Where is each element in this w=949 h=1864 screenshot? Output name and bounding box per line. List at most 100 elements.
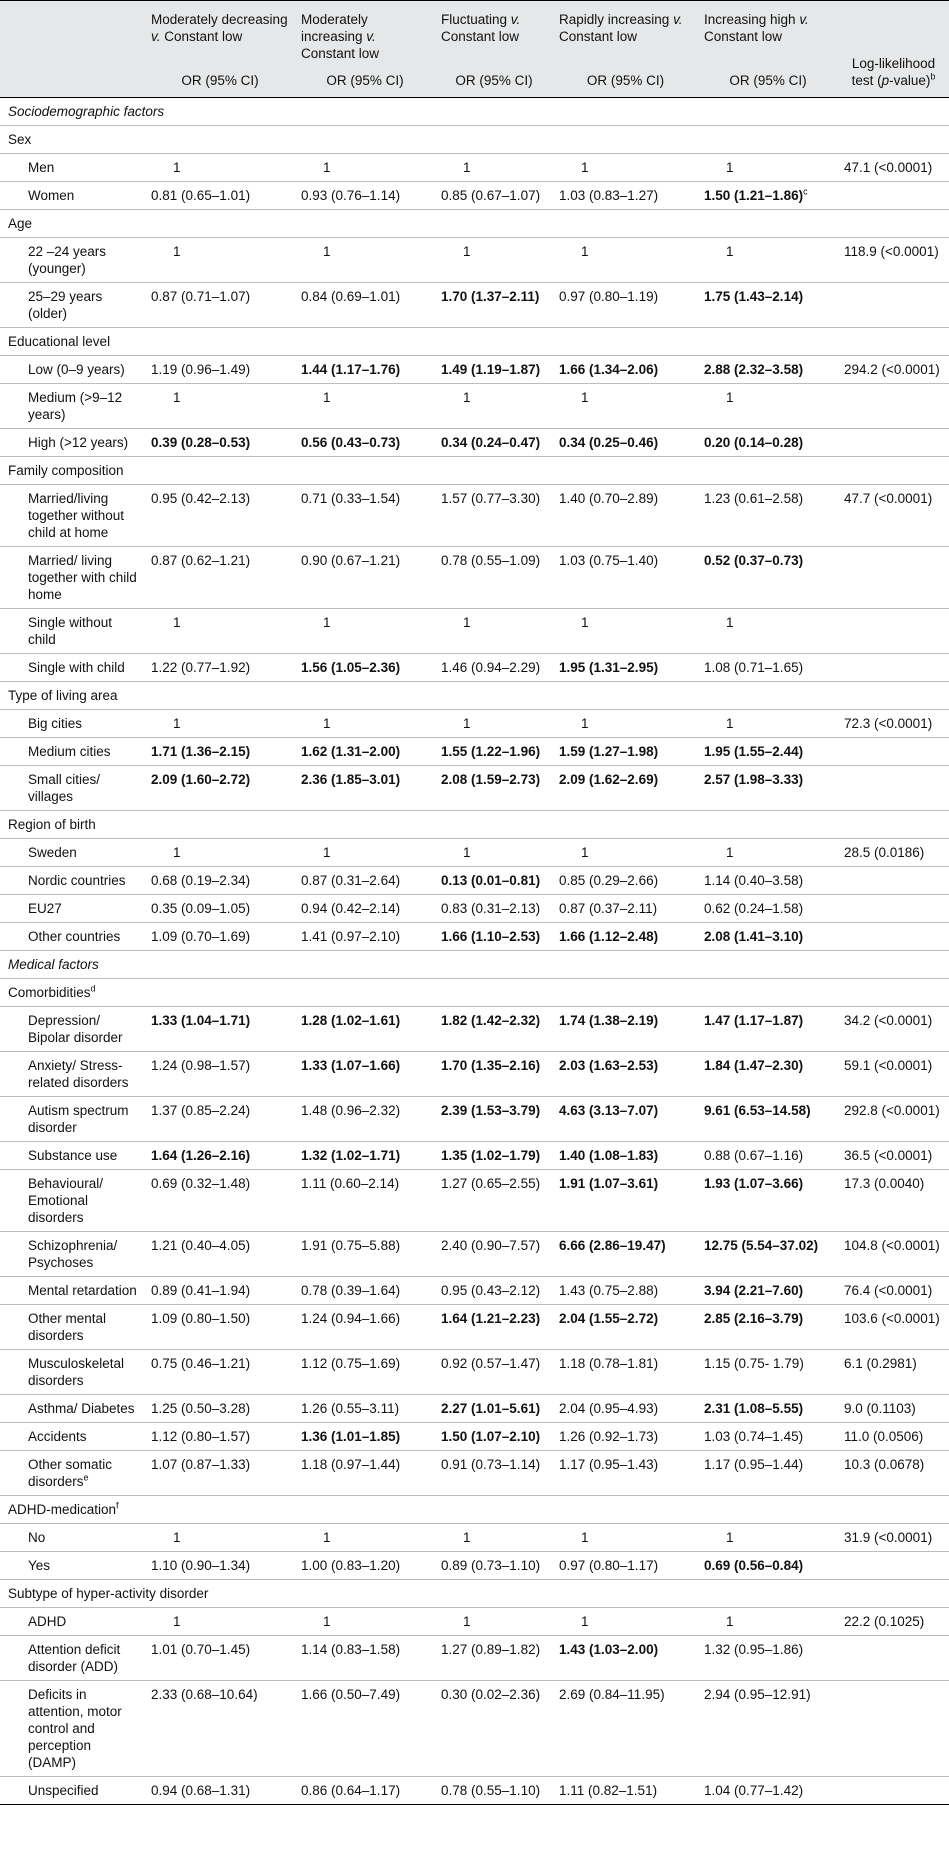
or-cell: 1.14 (0.40–3.58) — [698, 866, 838, 895]
row-label: Deficits in attention, motor control and… — [0, 1680, 145, 1777]
or-value: 1.46 (0.94–2.29) — [441, 660, 541, 675]
table-row: Low (0–9 years) 1.19 (0.96–1.49) 1.44 (1.1… — [0, 355, 949, 384]
or-cell: 0.78 (0.39–1.64) — [295, 1276, 435, 1305]
table-row: Men 1 1 1 1 1 47.1 (<0.0001) — [0, 153, 949, 182]
or-cell: 0.88 (0.67–1.16) — [698, 1141, 838, 1170]
or-cell: 0.62 (0.24–1.58) — [698, 894, 838, 923]
or-cell: 1.03 (0.83–1.27) — [553, 181, 698, 210]
row-label-text: EU27 — [28, 901, 62, 916]
test-value: 76.4 (<0.0001) — [844, 1283, 933, 1298]
or-cell: 2.94 (0.95–12.91) — [698, 1680, 838, 1777]
table-row: Married/living together without child at… — [0, 484, 949, 547]
or-value: 1.41 (0.97–2.10) — [301, 929, 401, 944]
row-label-text: Age — [8, 216, 33, 231]
or-value: 6.66 (2.86–19.47) — [559, 1238, 666, 1253]
or-cell: 1.26 (0.55–3.11) — [295, 1394, 435, 1423]
or-cell: 0.71 (0.33–1.54) — [295, 484, 435, 547]
or-value: 1.08 (0.71–1.65) — [704, 660, 804, 675]
column-unit-text: OR (95% CI) — [729, 73, 807, 88]
or-cell: 6.66 (2.86–19.47) — [553, 1231, 698, 1277]
or-cell: 0.83 (0.31–2.13) — [435, 894, 553, 923]
or-cell: 0.69 (0.56–0.84) — [698, 1551, 838, 1580]
or-value: 9.61 (6.53–14.58) — [704, 1103, 811, 1118]
test-value: 17.3 (0.0040) — [844, 1176, 925, 1191]
row-label: Medium (>9–12 years) — [0, 383, 145, 429]
table-row: Region of birth — [0, 810, 949, 839]
or-value: 0.39 (0.28–0.53) — [151, 435, 251, 450]
or-cell: 1.40 (0.70–2.89) — [553, 484, 698, 547]
table-row: Unspecified 0.94 (0.68–1.31) 0.86 (0.64–1.… — [0, 1776, 949, 1805]
or-value: 1 — [323, 390, 331, 405]
or-cell: 1 — [145, 608, 295, 654]
or-value: 4.63 (3.13–7.07) — [559, 1103, 659, 1118]
or-cell: 1 — [295, 1523, 435, 1552]
or-value: 0.13 (0.01–0.81) — [441, 873, 541, 888]
or-cell: 2.33 (0.68–10.64) — [145, 1680, 295, 1777]
or-value: 1.14 (0.40–3.58) — [704, 873, 804, 888]
or-cell: 0.69 (0.32–1.48) — [145, 1169, 295, 1232]
or-value: 1.70 (1.37–2.11) — [441, 289, 540, 304]
or-value: 1.00 (0.83–1.20) — [301, 1558, 401, 1573]
row-label: Mental retardation — [0, 1276, 145, 1305]
table-row: Subtype of hyper-activity disorder — [0, 1579, 949, 1608]
footnote-marker: d — [90, 983, 96, 994]
row-label: Married/ living together with child home — [0, 546, 145, 609]
column-title-part: v. — [673, 12, 683, 27]
test-cell — [838, 894, 949, 923]
or-cell: 0.78 (0.55–1.09) — [435, 546, 553, 609]
or-cell: 1.66 (1.34–2.06) — [553, 355, 698, 384]
table-row: Small cities/ villages 2.09 (1.60–2.72) 2.… — [0, 765, 949, 811]
column-title-part: v. — [366, 29, 376, 44]
or-cell: 1.48 (0.96–2.32) — [295, 1096, 435, 1142]
or-value: 1.74 (1.38–2.19) — [559, 1013, 659, 1028]
or-value: 1.07 (0.87–1.33) — [151, 1457, 251, 1472]
or-value: 1.22 (0.77–1.92) — [151, 660, 251, 675]
row-label-text: Attention deficit disorder (ADD) — [28, 1642, 121, 1674]
table-row: Medium (>9–12 years) 1 1 1 1 1 — [0, 383, 949, 429]
row-label: Sweden — [0, 838, 145, 867]
or-value: 0.71 (0.33–1.54) — [301, 491, 401, 506]
or-value: 0.56 (0.43–0.73) — [301, 435, 401, 450]
or-value: 1.48 (0.96–2.32) — [301, 1103, 401, 1118]
table-row: Single without child 1 1 1 1 1 — [0, 608, 949, 654]
or-value: 2.40 (0.90–7.57) — [441, 1238, 541, 1253]
or-cell: 1.26 (0.92–1.73) — [553, 1422, 698, 1451]
or-cell: 1 — [435, 1607, 553, 1636]
row-label-text: Family composition — [8, 463, 124, 478]
row-label-text: High (>12 years) — [28, 435, 129, 450]
row-label: Big cities — [0, 709, 145, 738]
or-value: 1.11 (0.82–1.51) — [559, 1783, 658, 1798]
row-label-text: Schizophrenia/ Psychoses — [28, 1238, 118, 1270]
or-value: 1.27 (0.65–2.55) — [441, 1176, 541, 1191]
or-value: 2.88 (2.32–3.58) — [704, 362, 804, 377]
or-cell: 0.81 (0.65–1.01) — [145, 181, 295, 210]
or-value: 1.43 (0.75–2.88) — [559, 1283, 659, 1298]
column-title-part: Constant low — [301, 46, 380, 61]
or-cell: 0.13 (0.01–0.81) — [435, 866, 553, 895]
test-cell — [838, 383, 949, 429]
or-value: 1 — [173, 615, 181, 630]
row-label: EU27 — [0, 894, 145, 923]
table-row: Family composition — [0, 456, 949, 485]
table-row: Accidents 1.12 (0.80–1.57) 1.36 (1.01–1.85… — [0, 1422, 949, 1451]
or-cell: 2.85 (2.16–3.79) — [698, 1304, 838, 1350]
table-row: Asthma/ Diabetes 1.25 (0.50–3.28) 1.26 (0.… — [0, 1394, 949, 1423]
row-label: Region of birth — [0, 810, 949, 839]
row-label: Anxiety/ Stress-related disorders — [0, 1051, 145, 1097]
column-title-part: Constant low — [704, 29, 783, 44]
or-value: 1.12 (0.80–1.57) — [151, 1429, 251, 1444]
row-label: Nordic countries — [0, 866, 145, 895]
row-label-text: Comorbidities — [8, 985, 91, 1000]
or-cell: 1.64 (1.21–2.23) — [435, 1304, 553, 1350]
or-value: 1 — [726, 160, 734, 175]
or-value: 12.75 (5.54–37.02) — [704, 1238, 819, 1253]
or-value: 1.62 (1.31–2.00) — [301, 744, 401, 759]
or-cell: 0.68 (0.19–2.34) — [145, 866, 295, 895]
or-cell: 0.93 (0.76–1.14) — [295, 181, 435, 210]
or-value: 1.19 (0.96–1.49) — [151, 362, 251, 377]
or-cell: 0.30 (0.02–2.36) — [435, 1680, 553, 1777]
column-title-part: Moderately decreasing — [151, 12, 288, 27]
table-row: Big cities 1 1 1 1 1 72.3 (<0.0001) — [0, 709, 949, 738]
